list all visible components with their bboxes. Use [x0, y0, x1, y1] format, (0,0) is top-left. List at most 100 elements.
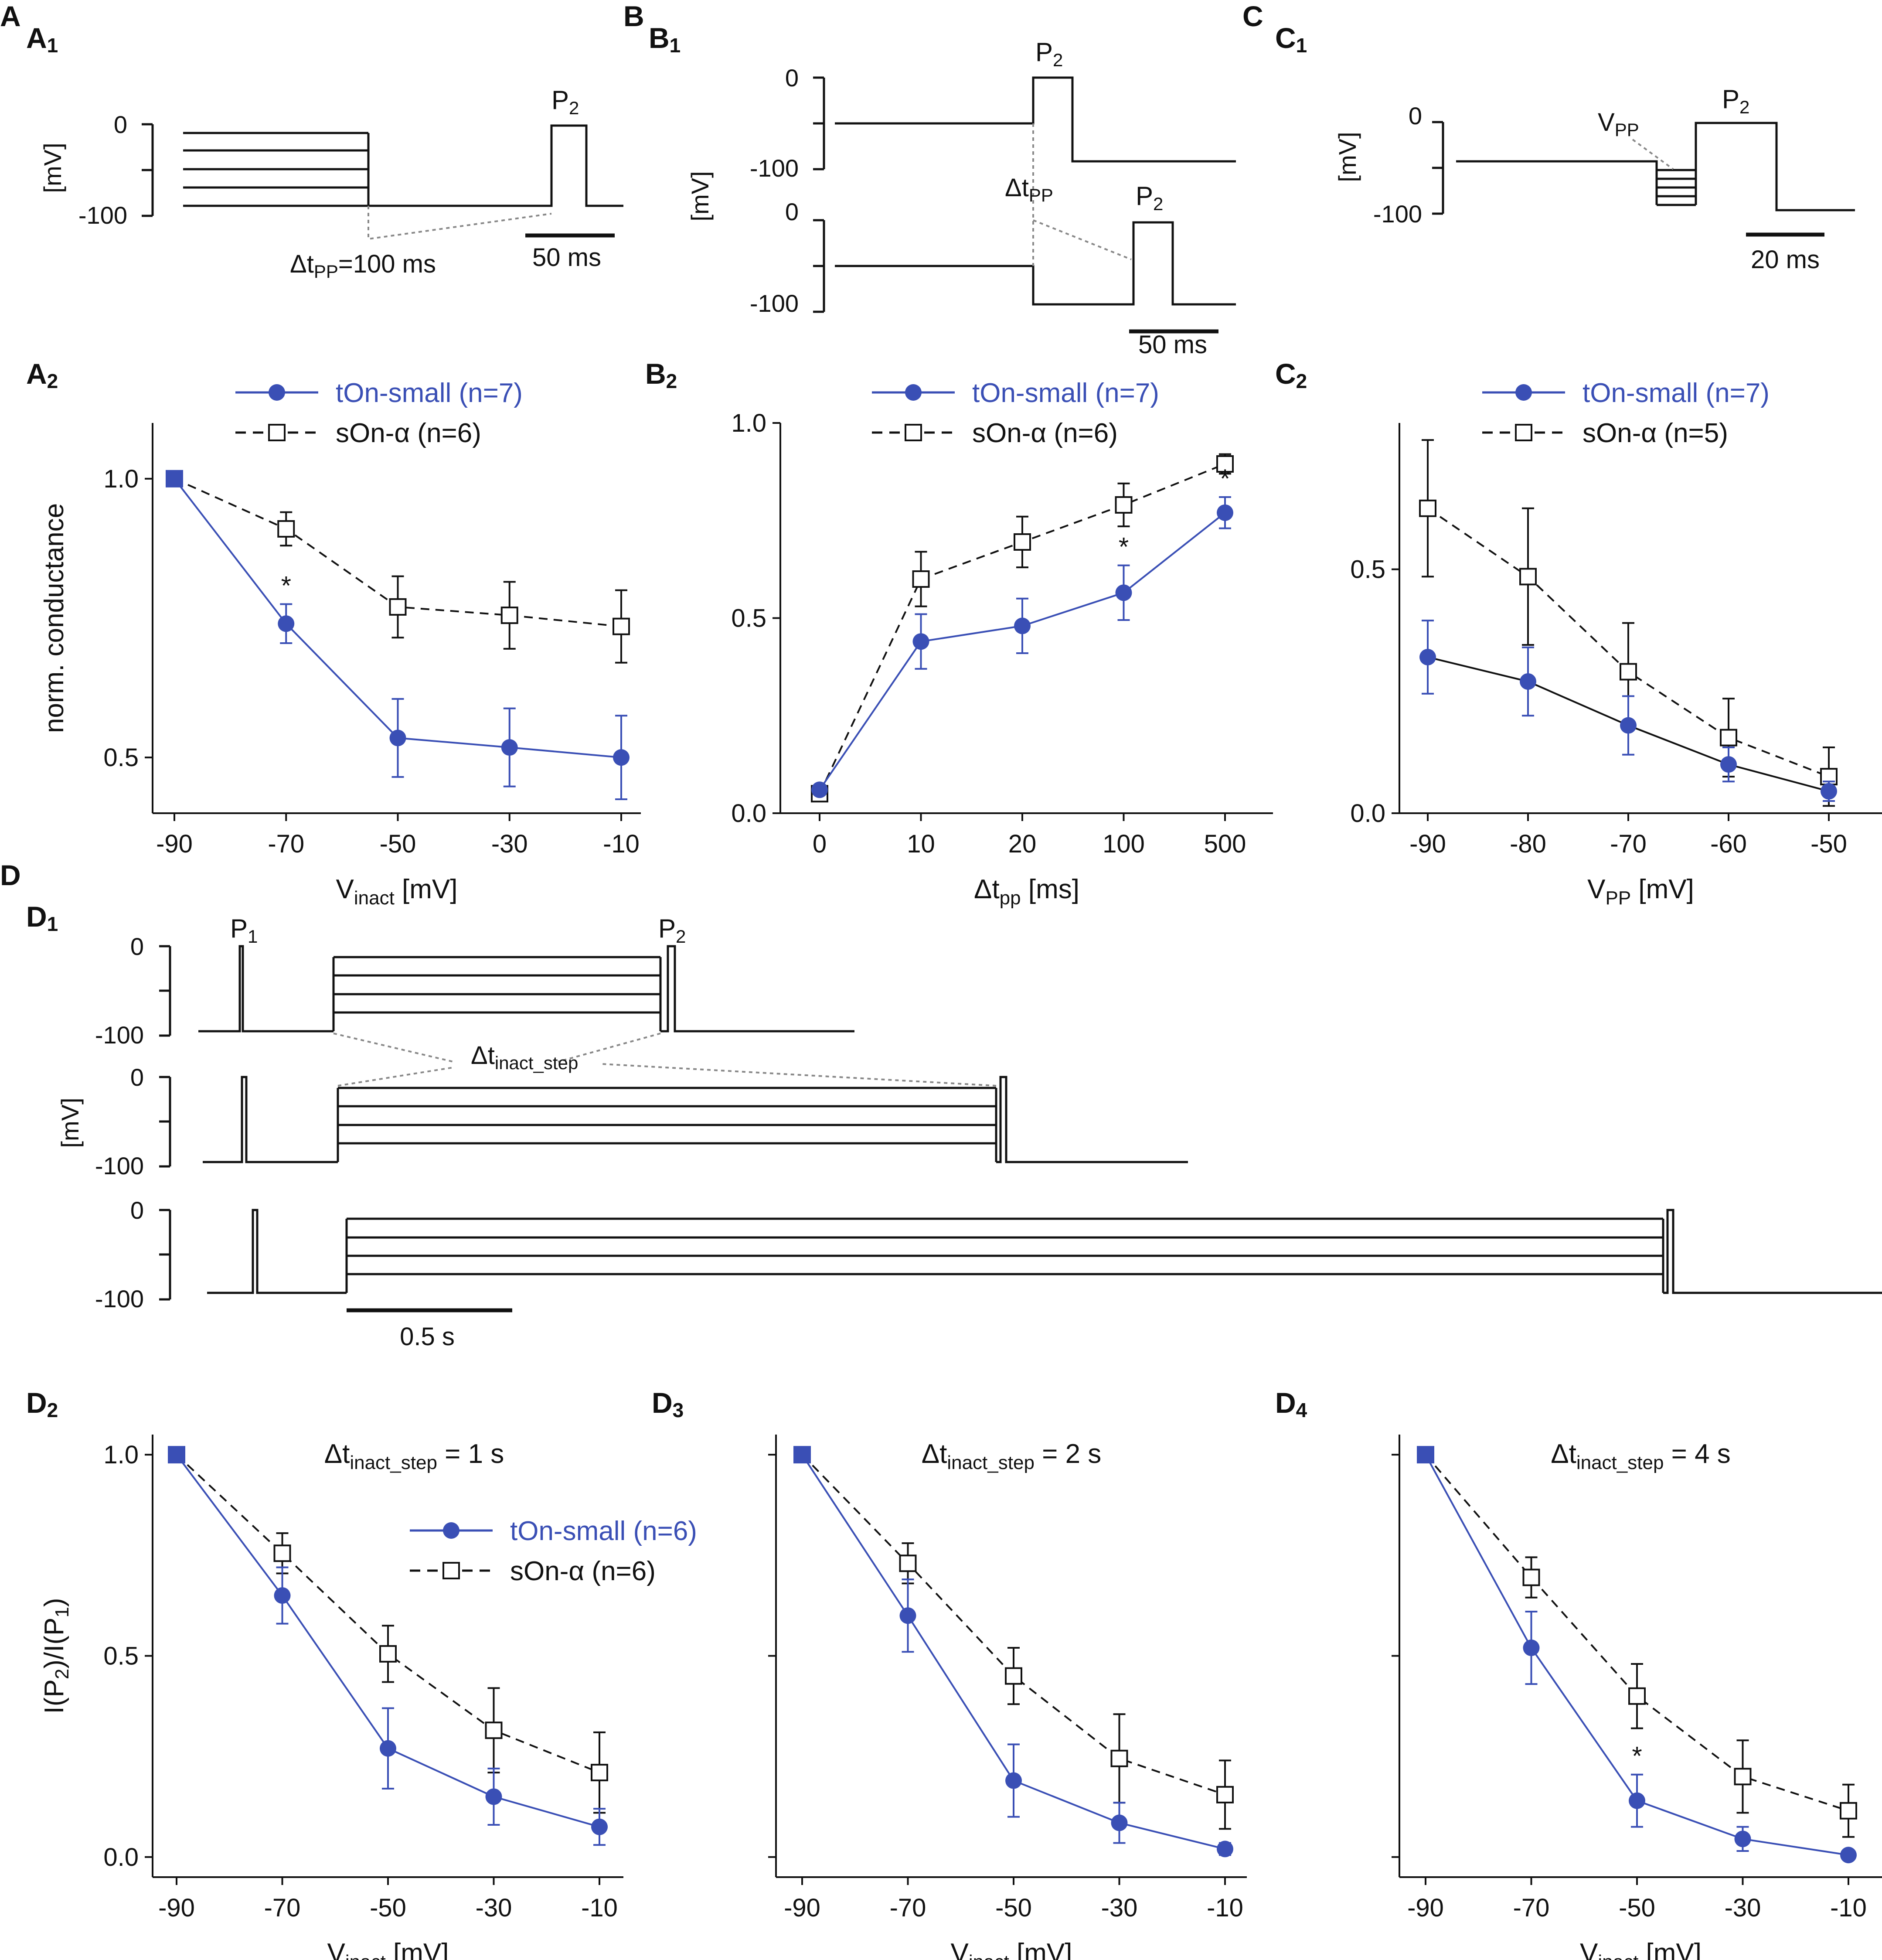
- protocol-D1-y-unit: [mV]: [56, 1098, 84, 1148]
- series-tOn-small: [168, 1446, 608, 1846]
- protocol-C1-y-unit: [mV]: [1334, 132, 1361, 182]
- protocol-D1-p2-label: P2: [658, 914, 686, 947]
- data-point: [1217, 504, 1233, 521]
- x-axis-label: Vinact [mV]: [951, 1938, 1072, 1960]
- data-point: [380, 1740, 396, 1757]
- data-point: [1005, 1667, 1022, 1685]
- protocol-C1-pulse-label: P2: [1722, 85, 1749, 117]
- data-point: [485, 1721, 503, 1739]
- series-tOn-small: [166, 470, 630, 801]
- legend-entry-tOn-small: tOn-small (n=7): [872, 378, 1159, 408]
- data-point: [1720, 729, 1737, 747]
- x-axis-label: VPP [mV]: [1587, 874, 1694, 909]
- legend-label: tOn-small (n=6): [510, 1516, 697, 1546]
- y-tick-label: 1.0: [103, 1441, 139, 1469]
- data-point: [1419, 499, 1436, 517]
- y-tick-label: 0.5: [103, 1642, 139, 1670]
- y-tick-label: 0.5: [1350, 556, 1385, 584]
- significance-marker: *: [1119, 532, 1129, 562]
- data-point: [1014, 533, 1031, 551]
- data-point: [1620, 717, 1637, 734]
- data-point: [1216, 455, 1234, 473]
- protocol-D1-y-tick-0-row3: 0: [130, 1196, 144, 1224]
- series-tOn-small: [794, 1446, 1233, 1858]
- legend-label: tOn-small (n=7): [336, 378, 523, 408]
- protocol-A1-y-tick-minus100: -100: [78, 201, 127, 229]
- x-tick-label: -50: [995, 1894, 1032, 1922]
- data-point: [1523, 1640, 1540, 1657]
- data-point: [794, 1446, 810, 1463]
- protocol-D1-p1-label: P1: [230, 914, 258, 947]
- data-point: [1840, 1847, 1857, 1864]
- data-point: [1520, 673, 1536, 690]
- protocol-A1: [142, 123, 623, 240]
- protocol-A1-pulse-label: P2: [551, 85, 579, 118]
- legend-label: sOn-α (n=6): [336, 418, 481, 448]
- panel-label-C1: C1: [1275, 22, 1307, 57]
- x-tick-label: -30: [1101, 1894, 1138, 1922]
- protocol-A1-delta-label: ΔtPP=100 ms: [290, 250, 436, 282]
- x-axis-label: Vinact [mV]: [327, 1938, 449, 1960]
- data-point: [274, 1587, 291, 1604]
- x-tick-label: 100: [1103, 830, 1145, 858]
- x-tick-label: -50: [380, 830, 416, 858]
- protocol-D1-scale-label: 0.5 s: [400, 1323, 455, 1351]
- y-axis-label: I(P2)/I(P1): [39, 1598, 73, 1714]
- x-tick-label: 20: [1008, 830, 1037, 858]
- chart-title: Δtinact_step = 4 s: [1551, 1439, 1731, 1473]
- significance-marker: *: [281, 571, 291, 600]
- data-point: [899, 1554, 917, 1572]
- x-tick-label: -90: [156, 830, 193, 858]
- series-tOn-small: [811, 496, 1233, 798]
- x-tick-label: -80: [1510, 830, 1546, 858]
- legend-label: tOn-small (n=7): [972, 378, 1159, 408]
- legend-label: sOn-α (n=6): [510, 1556, 656, 1586]
- data-point: [1522, 1568, 1540, 1586]
- legend-label: sOn-α (n=5): [1583, 418, 1728, 448]
- x-tick-label: -70: [264, 1894, 301, 1922]
- data-point: [1620, 663, 1637, 681]
- data-point: [591, 1764, 608, 1782]
- x-tick-label: -70: [1610, 830, 1647, 858]
- x-tick-label: -70: [268, 830, 304, 858]
- panel-label-A: A: [0, 0, 21, 32]
- protocol-A1-scale-label: 50 ms: [532, 243, 601, 272]
- protocol-B1-scale-label: 50 ms: [1138, 331, 1207, 359]
- panel-label-A1: A1: [26, 22, 58, 57]
- data-point: [899, 1607, 916, 1624]
- legend-label: tOn-small (n=7): [1583, 378, 1770, 408]
- x-axis-label: Vinact [mV]: [336, 874, 458, 909]
- protocol-B1-pulse-label-bottom: P2: [1136, 181, 1163, 214]
- data-point: [1519, 568, 1537, 586]
- x-tick-label: -90: [1409, 830, 1446, 858]
- x-tick-label: -90: [1407, 1894, 1444, 1922]
- data-point: [1110, 1749, 1128, 1767]
- series-tOn-small: [1417, 1446, 1857, 1864]
- panel-label-B1: B1: [649, 22, 681, 57]
- y-tick-label: 0.5: [731, 604, 766, 633]
- chart-D2: -90 -70 -50 -30 -10 0.0 0.5 1.0 Vinact [mV] I(P2)…: [39, 1435, 697, 1960]
- data-point: [591, 1818, 608, 1835]
- legend: tOn-small (n=7) sOn-α (n=5): [1482, 378, 1770, 448]
- data-point: [1821, 783, 1837, 800]
- significance-marker: *: [1220, 464, 1230, 493]
- data-point: [501, 739, 518, 756]
- protocol-B1-y-tick-0-top: 0: [785, 64, 799, 92]
- protocol-D1-y-tick-minus100-row3: -100: [95, 1285, 144, 1312]
- panel-label-A2: A2: [26, 358, 58, 392]
- x-axis-label: Δtpp [ms]: [974, 874, 1079, 909]
- x-tick-label: -50: [1811, 830, 1847, 858]
- data-point: [613, 617, 630, 635]
- panel-label-C2: C2: [1275, 358, 1307, 392]
- y-tick-label: 0.0: [103, 1843, 139, 1871]
- x-tick-label: 0: [813, 830, 827, 858]
- x-tick-label: -90: [784, 1894, 820, 1922]
- data-point: [166, 470, 183, 487]
- protocol-A1-y-unit: [mV]: [39, 143, 66, 193]
- x-tick-label: -50: [370, 1894, 406, 1922]
- legend: tOn-small (n=6) sOn-α (n=6): [410, 1516, 697, 1586]
- y-tick-label: 0.0: [1350, 799, 1385, 828]
- x-tick-label: -10: [603, 830, 640, 858]
- protocol-D1-y-tick-minus100-row1: -100: [95, 1021, 144, 1049]
